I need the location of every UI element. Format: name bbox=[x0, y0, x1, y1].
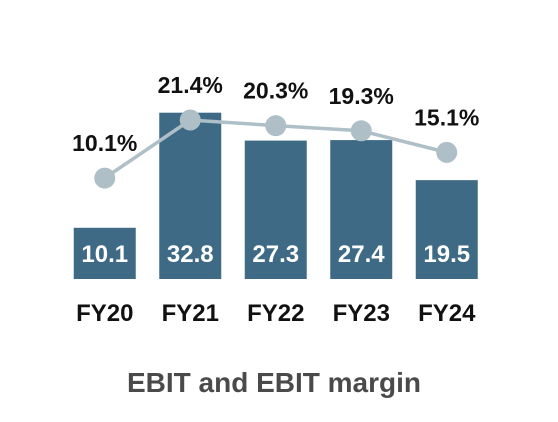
margin-point-fy22 bbox=[265, 115, 287, 137]
bar-value-label: 27.3 bbox=[252, 241, 299, 268]
margin-point-fy21 bbox=[179, 109, 201, 131]
margin-value-label: 21.4% bbox=[158, 72, 223, 98]
chart-title: EBIT and EBIT margin bbox=[127, 367, 421, 398]
bar-fy20 bbox=[73, 227, 136, 279]
category-label: FY23 bbox=[333, 300, 390, 327]
margin-value-label: 20.3% bbox=[243, 78, 308, 104]
bar-value-label: 32.8 bbox=[167, 241, 214, 268]
bar-fy24 bbox=[415, 180, 478, 279]
margin-point-fy24 bbox=[436, 141, 458, 163]
margin-value-label: 15.1% bbox=[414, 104, 479, 130]
margin-value-label: 19.3% bbox=[329, 83, 394, 109]
category-label: FY22 bbox=[247, 300, 304, 327]
category-label: FY21 bbox=[162, 300, 219, 327]
bar-value-label: 10.1 bbox=[81, 241, 128, 268]
bar-value-label: 27.4 bbox=[338, 241, 385, 268]
margin-point-fy23 bbox=[350, 120, 372, 142]
margin-line-group bbox=[94, 109, 458, 189]
bar-fy21 bbox=[159, 112, 222, 279]
category-label: FY20 bbox=[76, 300, 133, 327]
bar-fy22 bbox=[244, 140, 307, 279]
bar-value-label: 19.5 bbox=[423, 241, 470, 268]
margin-value-label: 10.1% bbox=[72, 130, 137, 156]
bars-group bbox=[73, 112, 478, 279]
bar-fy23 bbox=[330, 140, 393, 279]
category-label: FY24 bbox=[418, 300, 476, 327]
labels-group: 10.1 FY20 32.8 FY21 27.3 FY22 27.4 FY23 19.5 FY24… bbox=[72, 72, 479, 327]
margin-point-fy20 bbox=[94, 167, 116, 189]
